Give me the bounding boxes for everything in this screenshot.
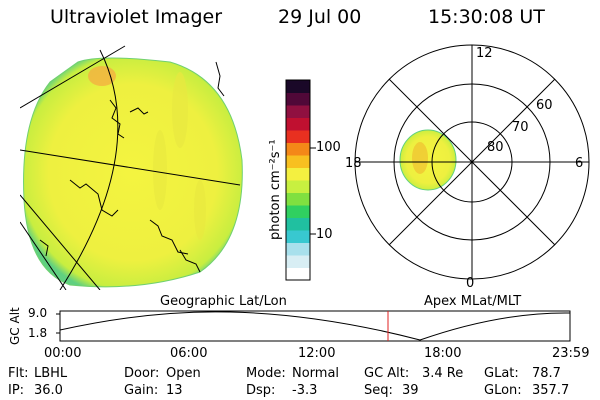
altitude-timeline: [56, 310, 571, 342]
coastline: [215, 61, 225, 97]
colorbar-segment: [286, 255, 310, 268]
observation-time: 15:30:08 UT: [428, 6, 545, 28]
auroral-region: [399, 129, 457, 191]
coastline: [179, 249, 201, 273]
colorbar-segment: [286, 242, 310, 256]
colorbar-tick-100: 100: [316, 140, 341, 155]
flt-value: LBHL: [34, 366, 68, 381]
bright-patch: [88, 66, 116, 86]
colorbar-tick-10: 10: [316, 227, 333, 242]
coastline: [39, 239, 49, 257]
colorbar-segment: [286, 142, 310, 156]
colorbar-segment: [286, 230, 310, 243]
colorbar-segment: [286, 267, 310, 281]
gain-label: Gain:: [124, 383, 159, 398]
altitude-curve: [59, 311, 571, 341]
glat-value: 78.7: [532, 366, 561, 381]
intensity-colorbar: [285, 79, 311, 281]
colorbar-segment: [286, 167, 310, 181]
lon-line: [20, 194, 101, 290]
coastline: [129, 107, 149, 115]
colorbar-border: [285, 79, 311, 281]
dsp-value: -3.3: [292, 383, 318, 398]
xtick-06: 06:00: [170, 346, 208, 361]
mode-label: Mode:: [246, 366, 286, 381]
geographic-label: Geographic Lat/Lon: [160, 294, 287, 309]
glon-value: 357.7: [532, 383, 570, 398]
lat-circle: [59, 49, 119, 290]
glon-label: GLon:: [484, 383, 522, 398]
ytick-1-8: 1.8: [28, 326, 48, 340]
colorbar-segment: [286, 105, 310, 118]
seq-label: Seq:: [364, 383, 393, 398]
coastline: [109, 99, 125, 139]
apex-label: Apex MLat/MLT: [424, 294, 522, 309]
xtick-12: 12:00: [298, 346, 336, 361]
dsp-label: Dsp:: [246, 383, 276, 398]
ip-value: 36.0: [34, 383, 63, 398]
observation-date: 29 Jul 00: [278, 6, 362, 28]
streak: [172, 72, 188, 148]
colorbar-segment: [286, 130, 310, 143]
instrument-title: Ultraviolet Imager: [50, 6, 223, 28]
polar-plot: [354, 44, 590, 280]
lat-label-80: 80: [487, 140, 504, 155]
xtick-00: 00:00: [44, 346, 82, 361]
auroral-bright: [412, 142, 428, 174]
streak: [153, 130, 167, 210]
gcalt-label: GC Alt:: [364, 366, 410, 381]
colorbar-segment: [286, 92, 310, 106]
door-label: Door:: [124, 366, 160, 381]
ytick-9: 9.0: [28, 306, 48, 320]
mlt-label-6: 6: [575, 156, 584, 171]
xtick-18: 18:00: [424, 346, 462, 361]
seq-value: 39: [402, 383, 419, 398]
mlt-label-18: 18: [345, 156, 362, 171]
coastline: [69, 179, 119, 217]
glat-label: GLat:: [484, 366, 519, 381]
mlt-label-0: 0: [466, 276, 475, 291]
mode-value: Normal: [292, 366, 340, 381]
mlt-line: [388, 78, 556, 246]
lat-line: [20, 149, 241, 186]
lat-label-60: 60: [536, 98, 553, 113]
earth-disk: [23, 57, 243, 288]
door-value: Open: [166, 366, 201, 381]
streak: [194, 180, 206, 240]
lon-line: [20, 45, 126, 109]
flt-label: Flt:: [8, 366, 29, 381]
colorbar-unit: photon cm⁻²s⁻¹: [268, 139, 283, 240]
colorbar-segment: [286, 80, 310, 93]
coastline: [149, 219, 189, 255]
mlt-label-12: 12: [476, 46, 493, 61]
colorbar-segment: [286, 180, 310, 193]
colorbar-segment: [286, 117, 310, 131]
gcalt-value: 3.4 Re: [422, 366, 464, 381]
lon-line: [20, 221, 67, 290]
colorbar-segment: [286, 155, 310, 168]
gain-value: 13: [166, 383, 183, 398]
timeline-axis-label: GC Alt: [8, 307, 22, 345]
colorbar-segment: [286, 217, 310, 231]
geographic-image: [20, 45, 243, 290]
ip-label: IP:: [8, 383, 25, 398]
xtick-2359: 23:59: [552, 346, 590, 361]
lat-label-70: 70: [512, 120, 529, 135]
colorbar-segment: [286, 205, 310, 218]
colorbar-segment: [286, 192, 310, 206]
